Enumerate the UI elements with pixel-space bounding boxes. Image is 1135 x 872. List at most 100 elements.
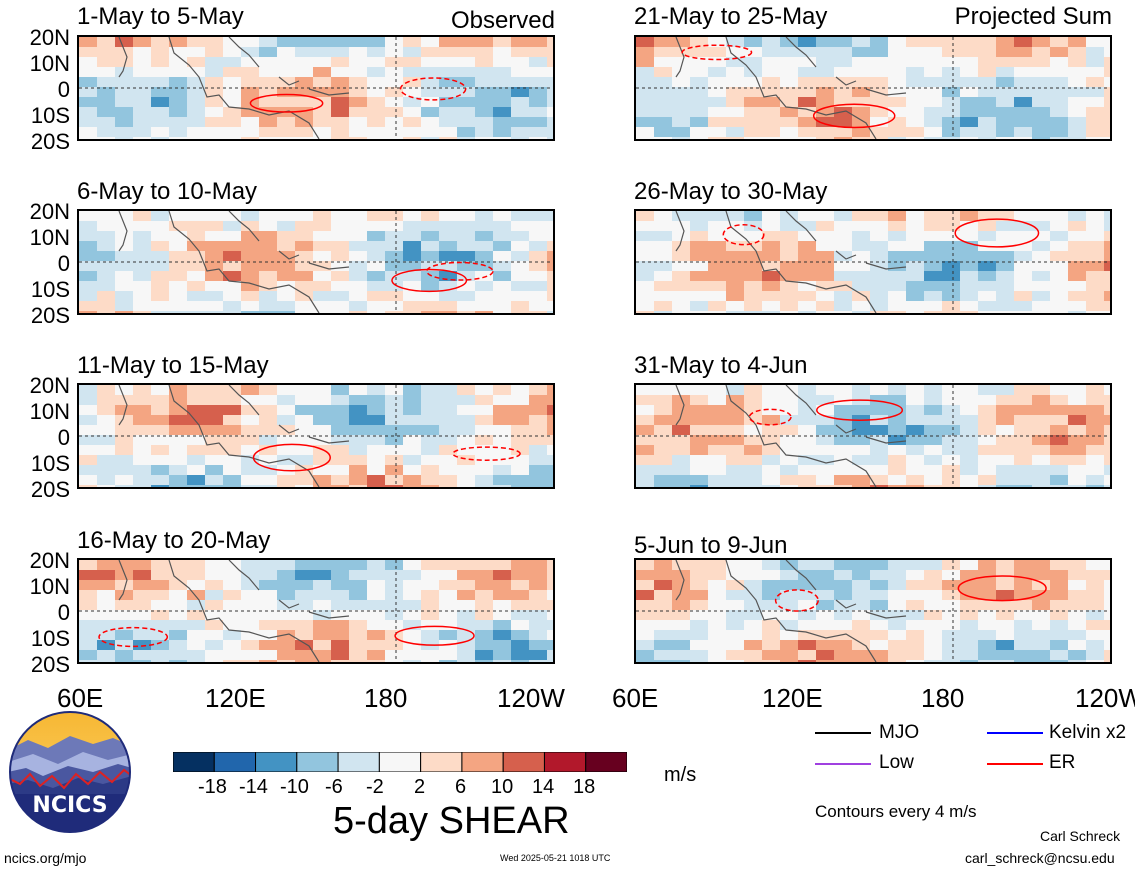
shear-cell xyxy=(744,475,763,486)
shear-cell xyxy=(547,395,553,406)
shear-cell xyxy=(924,405,943,416)
shear-cell xyxy=(708,485,727,487)
shear-cell xyxy=(654,465,673,476)
shear-cell xyxy=(924,475,943,486)
shear-cell xyxy=(672,395,691,406)
shear-cell xyxy=(295,37,314,48)
shear-cell xyxy=(744,395,763,406)
shear-cell xyxy=(133,630,152,641)
shear-cell xyxy=(223,395,242,406)
shear-cell xyxy=(151,405,170,416)
coastline xyxy=(118,385,350,487)
shear-cell xyxy=(906,97,925,108)
shear-cell xyxy=(672,137,691,139)
shear-cell xyxy=(151,600,170,611)
shear-cell xyxy=(816,37,835,48)
shear-cell xyxy=(636,455,655,466)
shear-cell xyxy=(223,211,242,222)
shear-cell xyxy=(187,231,206,242)
shear-cell xyxy=(654,580,673,591)
shear-cell xyxy=(493,580,512,591)
shear-cell xyxy=(349,415,368,426)
shear-cell xyxy=(313,47,332,58)
shear-cell xyxy=(295,211,314,222)
shear-cell xyxy=(331,475,350,486)
shear-cell xyxy=(169,600,188,611)
shear-cell xyxy=(1104,570,1110,581)
shear-cell xyxy=(421,600,440,611)
shear-cell xyxy=(888,291,907,302)
shear-cell xyxy=(780,455,799,466)
shear-cell xyxy=(708,271,727,282)
shear-cell xyxy=(331,660,350,662)
shear-cell xyxy=(690,311,709,313)
shear-cell xyxy=(834,221,853,232)
shear-cell xyxy=(1068,570,1087,581)
shear-cell xyxy=(726,57,745,68)
shear-cell xyxy=(169,445,188,456)
shear-cell xyxy=(942,580,961,591)
shear-cell xyxy=(511,650,530,661)
shear-cell xyxy=(726,415,745,426)
coastline xyxy=(675,211,907,313)
shear-cell xyxy=(870,425,889,436)
shear-cell xyxy=(277,127,296,138)
shear-cell xyxy=(870,241,889,252)
shear-cell xyxy=(241,405,260,416)
shear-cell xyxy=(816,67,835,78)
shear-cell xyxy=(421,660,440,662)
shear-cell xyxy=(295,67,314,78)
shear-cell xyxy=(331,107,350,118)
shear-cell xyxy=(511,281,530,292)
shear-cell xyxy=(960,425,979,436)
shear-cell xyxy=(654,281,673,292)
shear-cell xyxy=(313,301,332,312)
shear-cell xyxy=(744,570,763,581)
shear-cell xyxy=(636,117,655,128)
shear-cell xyxy=(313,117,332,128)
shear-cell xyxy=(169,211,188,222)
shear-cell xyxy=(906,445,925,456)
shear-cell xyxy=(996,560,1015,571)
shear-cell xyxy=(978,87,997,98)
shear-cell xyxy=(349,485,368,487)
lat-label: 20N xyxy=(29,199,70,224)
shear-cell xyxy=(241,137,260,139)
shear-cell xyxy=(205,311,224,313)
shear-cell xyxy=(852,600,871,611)
shear-cell xyxy=(1068,231,1087,242)
shear-cell xyxy=(205,560,224,571)
shear-cell xyxy=(690,221,709,232)
shear-cell xyxy=(1086,650,1105,661)
shear-cell xyxy=(241,261,260,272)
shear-cell xyxy=(241,301,260,312)
shear-cell xyxy=(295,435,314,446)
shear-cell xyxy=(493,560,512,571)
shear-cell xyxy=(349,211,368,222)
shear-cell xyxy=(1086,221,1105,232)
shear-cell xyxy=(205,47,224,58)
shear-cell xyxy=(295,261,314,272)
shear-cell xyxy=(475,560,494,571)
shear-cell xyxy=(529,445,548,456)
shear-cell xyxy=(97,281,116,292)
shear-cell xyxy=(654,87,673,98)
shear-cell xyxy=(115,87,134,98)
shear-cell xyxy=(870,630,889,641)
shear-cell xyxy=(726,231,745,242)
shear-cell xyxy=(852,610,871,621)
shear-cell xyxy=(97,570,116,581)
shear-cell xyxy=(349,261,368,272)
shear-cell xyxy=(439,570,458,581)
shear-cell xyxy=(762,610,781,621)
shear-cell xyxy=(996,415,1015,426)
shear-cell xyxy=(816,291,835,302)
shear-cell xyxy=(529,67,548,78)
shear-cell xyxy=(367,47,386,58)
shear-cell xyxy=(259,87,278,98)
shear-cell xyxy=(295,600,314,611)
shear-cell xyxy=(1014,600,1033,611)
shear-cell xyxy=(636,590,655,601)
shear-cell xyxy=(654,211,673,222)
shear-cell xyxy=(1068,37,1087,48)
